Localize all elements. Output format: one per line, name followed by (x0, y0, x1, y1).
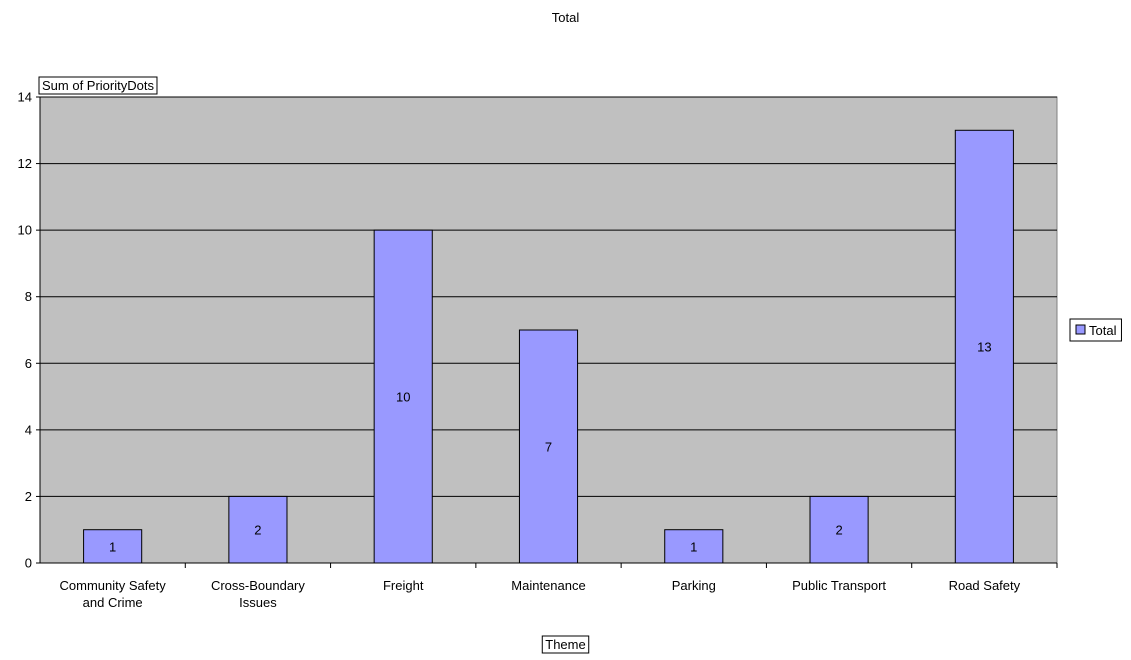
theme-field-button[interactable] (541, 635, 590, 654)
data-field-button[interactable] (38, 76, 158, 95)
chart-title: Total (552, 10, 580, 25)
y-tick-label: 14 (18, 90, 32, 105)
bar[interactable] (809, 495, 869, 564)
y-tick-label: 6 (25, 356, 32, 371)
bar[interactable] (664, 529, 724, 564)
x-category-label: Parking (672, 578, 716, 593)
bar[interactable] (373, 229, 433, 564)
bar-value-label: 1 (690, 539, 697, 554)
x-category-label: Issues (239, 595, 277, 610)
x-category-label: Community Safety (60, 578, 167, 593)
x-category-label: Cross-Boundary (211, 578, 305, 593)
bar-value-label: 10 (396, 390, 410, 405)
y-tick-label: 4 (25, 422, 32, 437)
bar-value-label: 2 (254, 523, 261, 538)
bar[interactable] (228, 495, 288, 564)
x-category-label: Road Safety (949, 578, 1021, 593)
bar[interactable] (83, 529, 143, 564)
bar-value-label: 1 (109, 539, 116, 554)
data-field-label: Sum of PriorityDots (42, 78, 154, 93)
bar-value-label: 2 (835, 523, 842, 538)
legend-label: Total (1089, 323, 1117, 338)
y-tick-label: 10 (18, 223, 32, 238)
x-category-label: Freight (383, 578, 424, 593)
y-tick-label: 8 (25, 289, 32, 304)
legend-swatch (1075, 324, 1086, 335)
x-category-label: and Crime (83, 595, 143, 610)
x-category-label: Maintenance (511, 578, 585, 593)
y-tick-label: 0 (25, 556, 32, 571)
x-category-label: Public Transport (792, 578, 886, 593)
y-tick-label: 12 (18, 156, 32, 171)
y-tick-label: 2 (25, 489, 32, 504)
bar[interactable] (518, 329, 579, 564)
bar-value-label: 7 (545, 440, 552, 455)
bar-value-label: 13 (977, 340, 991, 355)
bar[interactable] (954, 129, 1014, 564)
x-axis-label: Theme (545, 637, 585, 652)
